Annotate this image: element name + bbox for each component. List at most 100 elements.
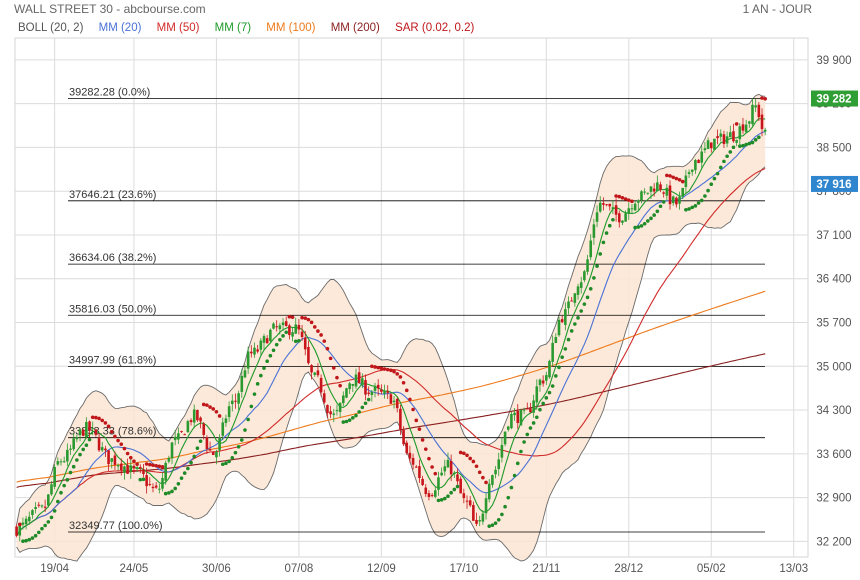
candle-body — [297, 324, 301, 330]
candle-body — [500, 444, 504, 458]
fib-label: 36634.06 (38.2%) — [69, 252, 156, 264]
candle-body — [269, 329, 272, 342]
sar-dot — [208, 405, 212, 409]
sar-dot — [515, 461, 520, 466]
sar-dot — [312, 325, 317, 329]
legend-sar[interactable]: SAR (0.02, 0.2) — [395, 22, 475, 34]
sar-dot — [420, 438, 425, 442]
y-tick-label: 33 600 — [816, 449, 851, 461]
sar-dot — [414, 418, 419, 423]
sar-dot — [395, 372, 400, 376]
legend-mm50[interactable]: MM (50) — [156, 22, 200, 34]
sar-dot — [639, 224, 644, 228]
sar-dot — [347, 418, 352, 422]
sar-dot — [484, 480, 488, 485]
candle-body — [94, 429, 98, 435]
candle-body — [468, 500, 472, 506]
sar-dot — [560, 355, 564, 360]
x-tick-label: 30/06 — [202, 563, 231, 575]
sar-dot — [27, 537, 32, 542]
candle-body — [237, 393, 240, 404]
sar-dot — [433, 471, 438, 476]
sar-dot — [116, 438, 120, 443]
candle-body — [246, 351, 250, 369]
sar-dot — [646, 219, 650, 223]
sar-dot — [677, 177, 682, 182]
sar-dot — [417, 427, 422, 431]
sar-dot — [81, 447, 85, 452]
sar-dot — [246, 417, 250, 422]
sar-dot — [474, 464, 479, 469]
sar-dot — [103, 421, 108, 425]
sar-dot — [408, 397, 412, 402]
candle-body — [113, 455, 117, 465]
candle-body — [138, 466, 142, 469]
candle-body — [43, 506, 47, 508]
candle-body — [621, 220, 624, 223]
candle-body — [164, 462, 167, 481]
x-tick-label: 19/04 — [40, 563, 69, 575]
sar-dot — [125, 451, 130, 456]
sar-dot — [642, 221, 647, 226]
legend-mm20[interactable]: MM (20) — [98, 22, 142, 34]
sar-dot — [481, 475, 485, 480]
price-marker — [811, 90, 858, 107]
candle-body — [316, 370, 320, 376]
y-tick-label: 39 900 — [816, 55, 851, 67]
sar-dot — [319, 333, 323, 337]
candle-body — [646, 192, 650, 194]
sar-dot — [471, 459, 476, 464]
candle-body — [335, 410, 339, 412]
candle-body — [227, 406, 231, 418]
sar-dot — [611, 217, 615, 222]
sar-dot — [259, 373, 263, 378]
sar-dot — [680, 179, 685, 184]
sar-dot — [97, 416, 101, 421]
candle-body — [234, 400, 237, 402]
y-tick-label: 32 900 — [816, 493, 851, 505]
sar-dot — [33, 533, 38, 538]
sar-dot — [236, 444, 241, 449]
candle-body — [123, 466, 126, 473]
candle-body — [617, 213, 621, 223]
sar-dot — [585, 295, 590, 300]
candle-body — [107, 450, 110, 465]
legend-mm7[interactable]: MM (7) — [214, 22, 252, 34]
candle-body — [367, 392, 370, 394]
candle-body — [614, 205, 618, 215]
sar-dot — [398, 375, 403, 379]
candle-body — [513, 412, 516, 416]
sar-dot — [52, 509, 57, 513]
candle-body — [427, 493, 431, 497]
sar-dot — [306, 317, 311, 322]
candle-body — [703, 148, 707, 151]
sar-dot — [747, 141, 752, 146]
candle-body — [560, 319, 564, 323]
sar-dot — [75, 458, 79, 462]
candle-body — [132, 465, 136, 469]
legend-mm200[interactable]: MM (200) — [330, 22, 380, 34]
sar-dot — [753, 138, 758, 142]
candle-body — [478, 520, 481, 522]
candle-body — [402, 430, 405, 445]
candle-body — [668, 185, 672, 205]
candle-body — [88, 421, 91, 431]
legend-mm100[interactable]: MM (100) — [266, 22, 316, 34]
sar-dot — [458, 450, 463, 455]
sar-dot — [525, 432, 530, 437]
candle-body — [421, 478, 424, 486]
candle-body — [119, 463, 123, 471]
sar-dot — [144, 462, 149, 466]
sar-dot — [281, 334, 285, 338]
candle-body — [218, 437, 221, 451]
sar-dot — [43, 523, 47, 528]
legend-boll[interactable]: BOLL (20, 2) — [18, 22, 84, 34]
sar-dot — [17, 522, 22, 527]
sar-dot — [68, 470, 73, 475]
sar-dot — [604, 231, 609, 235]
candle-body — [167, 457, 171, 462]
candle-body — [66, 449, 69, 462]
sar-dot — [331, 366, 336, 370]
candle-body — [91, 428, 95, 430]
